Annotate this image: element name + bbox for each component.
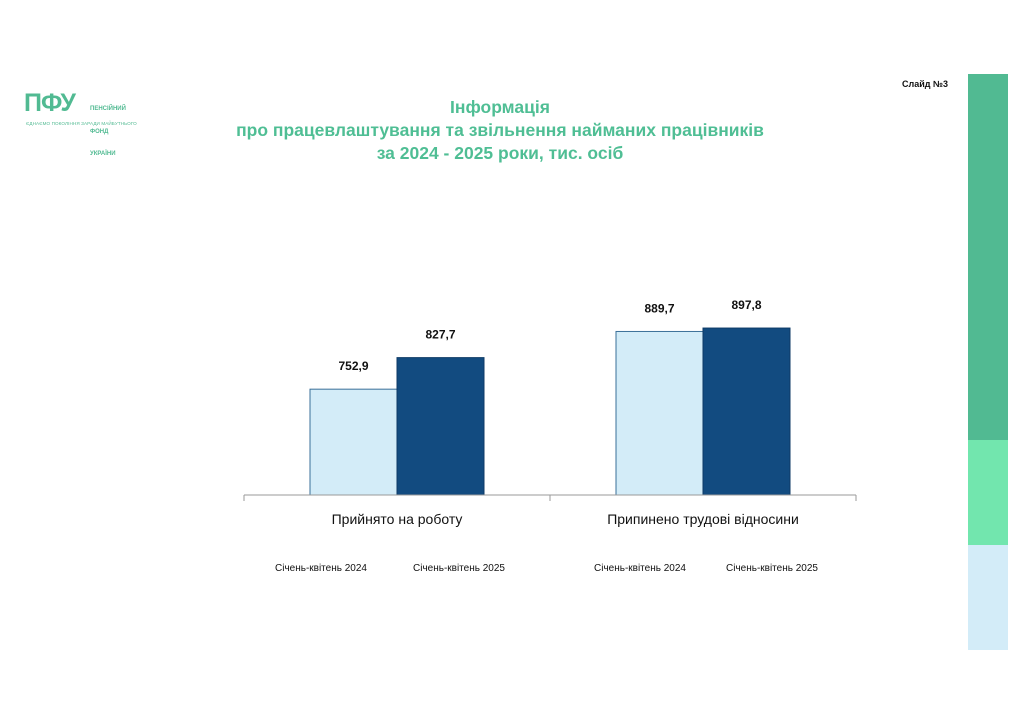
decor-stripe-bottom: [968, 545, 1008, 650]
logo-tagline: ЄДНАЄМО ПОКОЛІННЯ ЗАРАДИ МАЙБУТНЬОГО: [26, 121, 137, 126]
decor-stripe-top: [968, 74, 1008, 440]
chart-title-line: про працевлаштування та звільнення найма…: [236, 120, 764, 140]
logo-text-line: УКРАЇНИ: [90, 151, 116, 157]
legend-label: Січень-квітень 2024: [275, 563, 367, 574]
bar-2024: [615, 330, 704, 496]
category-label: Прийнято на роботу: [332, 511, 463, 527]
legend-label: Січень-квітень 2025: [413, 563, 505, 574]
bar-2025: [702, 327, 791, 496]
legend-label: Січень-квітень 2024: [594, 563, 686, 574]
bar-2024: [309, 388, 398, 496]
category-label: Припинено трудові відносини: [607, 511, 799, 527]
data-label: 752,9: [338, 359, 368, 373]
logo-mark: ПФУ: [24, 89, 76, 117]
logo-text: ПЕНСІЙНИЙ ФОНД УКРАЇНИ: [90, 91, 126, 174]
chart-title-line: Інформація: [450, 97, 550, 117]
pfu-logo: ПФУ ПЕНСІЙНИЙ ФОНД УКРАЇНИ ЄДНАЄМО ПОКОЛ…: [24, 88, 140, 157]
decor-stripe-middle: [968, 440, 1008, 545]
slide-number: Слайд №3: [901, 79, 948, 89]
chart-bars: 752,9 827,7 889,7 897,8: [309, 298, 791, 496]
data-label: 889,7: [644, 301, 674, 315]
chart-title-line: за 2024 - 2025 роки, тис. осіб: [376, 143, 624, 163]
data-label: 827,7: [425, 328, 455, 342]
bar-2025: [396, 357, 485, 496]
legend-label: Січень-квітень 2025: [726, 563, 818, 574]
logo-text-line: ПЕНСІЙНИЙ: [90, 106, 126, 112]
logo-text-line: ФОНД: [90, 128, 109, 135]
data-label: 897,8: [731, 298, 761, 312]
chart-title: Інформація про працевлаштування та звіль…: [180, 96, 820, 165]
